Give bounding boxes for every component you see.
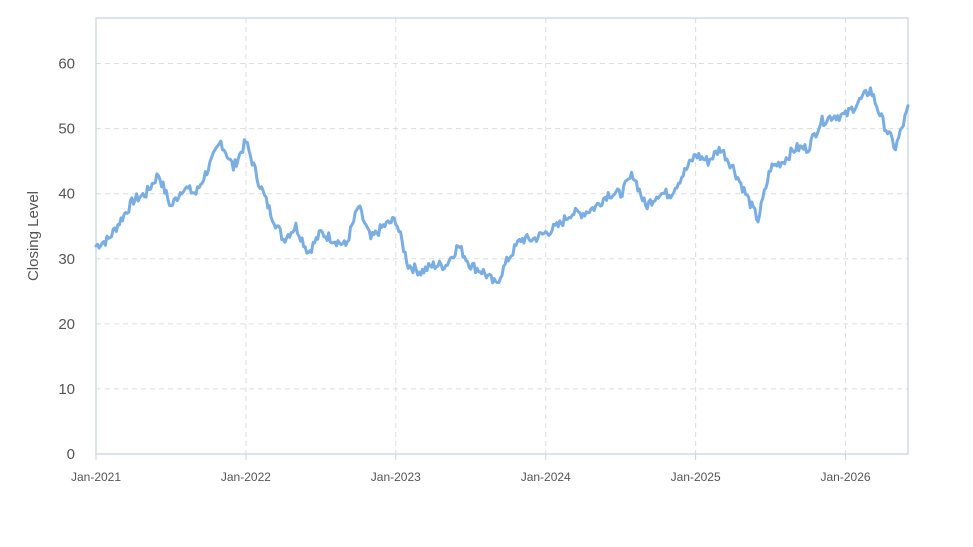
y-tick-label: 10 — [58, 381, 75, 398]
y-tick-label: 50 — [58, 121, 75, 138]
grid-lines — [96, 18, 908, 454]
y-tick-label: 0 — [67, 446, 75, 463]
x-tick-label: Jan-2025 — [671, 470, 721, 484]
y-tick-label: 20 — [58, 316, 75, 333]
x-tick-label: Jan-2026 — [821, 470, 871, 484]
x-axis-ticks: Jan-2021 Jan-2022 Jan-2023 Jan-2024 Jan-2025… — [71, 454, 871, 484]
series-line — [94, 86, 910, 285]
y-axis-title: Closing Level — [25, 191, 42, 281]
y-tick-label: 40 — [58, 186, 75, 203]
y-axis-ticks: 0 10 20 30 40 50 60 — [58, 56, 75, 463]
x-tick-label: Jan-2021 — [71, 470, 121, 484]
x-tick-label: Jan-2022 — [221, 470, 271, 484]
x-tick-label: Jan-2024 — [521, 470, 571, 484]
y-tick-label: 60 — [58, 56, 75, 73]
x-tick-label: Jan-2023 — [371, 470, 421, 484]
y-tick-label: 30 — [58, 251, 75, 268]
plot-frame — [95, 17, 909, 455]
